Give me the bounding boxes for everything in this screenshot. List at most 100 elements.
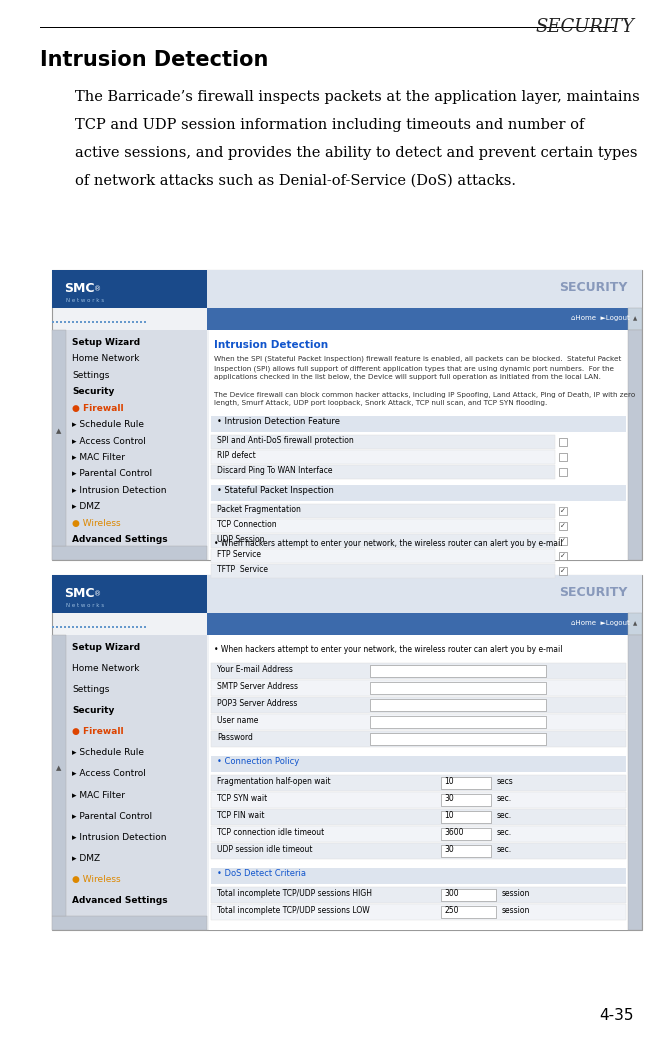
Bar <box>209 635 628 930</box>
Bar <box>559 522 566 530</box>
Bar <box>84 321 86 323</box>
Text: RIP defect: RIP defect <box>217 452 256 460</box>
Bar <box>441 777 491 789</box>
Text: SECURITY: SECURITY <box>559 585 627 599</box>
Text: 4-35: 4-35 <box>600 1008 634 1023</box>
Bar <box>211 485 626 501</box>
Bar <box>559 438 566 446</box>
Bar <box>120 627 122 628</box>
Text: ✓: ✓ <box>560 568 566 574</box>
Text: ®: ® <box>94 591 101 597</box>
Text: sec.: sec. <box>496 810 511 820</box>
Bar <box>559 552 566 560</box>
Bar <box>112 321 114 323</box>
Bar <box>211 680 626 696</box>
Bar <box>68 321 70 323</box>
Text: ● Firewall: ● Firewall <box>72 727 124 736</box>
Bar <box>52 627 54 628</box>
Bar <box>559 468 566 476</box>
Bar <box>370 733 546 745</box>
Text: SECURITY: SECURITY <box>559 281 627 293</box>
Bar <box>60 627 62 628</box>
Bar <box>559 453 566 461</box>
Bar <box>211 534 555 548</box>
Bar <box>128 321 130 323</box>
Text: Home Network: Home Network <box>72 355 139 363</box>
Bar <box>72 627 74 628</box>
Text: Advanced Settings: Advanced Settings <box>72 896 167 905</box>
Bar <box>88 627 90 628</box>
Bar <box>211 756 626 772</box>
Text: ▸ MAC Filter: ▸ MAC Filter <box>72 453 125 462</box>
Bar <box>104 321 106 323</box>
Text: SPI and Anti-DoS firewall protection: SPI and Anti-DoS firewall protection <box>217 436 354 445</box>
Text: of network attacks such as Denial-of-Service (DoS) attacks.: of network attacks such as Denial-of-Ser… <box>75 174 516 188</box>
Bar <box>441 811 491 823</box>
Bar <box>211 465 555 479</box>
Text: Discard Ping To WAN Interface: Discard Ping To WAN Interface <box>217 466 332 476</box>
Text: ▲: ▲ <box>56 766 61 772</box>
Bar <box>370 715 546 728</box>
Text: Settings: Settings <box>72 685 109 695</box>
Bar <box>370 682 546 694</box>
Text: ▸ Intrusion Detection: ▸ Intrusion Detection <box>72 486 167 494</box>
Bar <box>211 697 626 713</box>
Bar <box>92 627 94 628</box>
Text: 300: 300 <box>445 889 459 898</box>
Text: Settings: Settings <box>72 371 109 380</box>
Bar <box>441 845 491 857</box>
Bar <box>52 635 207 930</box>
Text: FTP Service: FTP Service <box>217 550 261 559</box>
Text: ▲: ▲ <box>56 428 61 434</box>
Text: session: session <box>502 889 530 898</box>
Text: Setup Wizard: Setup Wizard <box>72 338 140 347</box>
Text: secs: secs <box>496 777 513 785</box>
Text: Your E-mail Address: Your E-mail Address <box>217 664 293 674</box>
Bar <box>80 627 82 628</box>
Text: Password: Password <box>217 733 253 742</box>
Bar <box>136 627 138 628</box>
Bar <box>211 826 626 842</box>
Bar <box>68 627 70 628</box>
Text: ✓: ✓ <box>560 538 566 544</box>
Text: Intrusion Detection: Intrusion Detection <box>214 340 328 350</box>
Bar <box>76 321 78 323</box>
Text: ● Wireless: ● Wireless <box>72 875 120 883</box>
Text: Security: Security <box>72 706 114 715</box>
Text: session: session <box>502 906 530 915</box>
Text: active sessions, and provides the ability to detect and prevent certain types: active sessions, and provides the abilit… <box>75 146 638 160</box>
Bar <box>441 794 491 806</box>
Text: Intrusion Detection: Intrusion Detection <box>40 50 268 70</box>
Text: ✓: ✓ <box>560 523 566 529</box>
Text: ®: ® <box>94 286 101 292</box>
Bar <box>211 549 555 563</box>
Bar <box>132 321 134 323</box>
Bar <box>116 321 118 323</box>
Text: ▸ MAC Filter: ▸ MAC Filter <box>72 791 125 800</box>
Bar <box>207 575 642 613</box>
Bar <box>628 635 642 930</box>
Bar <box>144 627 146 628</box>
Text: ✓: ✓ <box>560 508 566 514</box>
Bar <box>60 321 62 323</box>
Text: The Barricade’s firewall inspects packets at the application layer, maintains: The Barricade’s firewall inspects packet… <box>75 90 640 104</box>
Text: TCP and UDP session information including timeouts and number of: TCP and UDP session information includin… <box>75 118 585 132</box>
Bar <box>100 321 102 323</box>
Text: 250: 250 <box>445 906 459 915</box>
Bar <box>441 889 496 901</box>
Bar <box>211 904 626 920</box>
Bar <box>84 627 86 628</box>
Text: ⌂Home  ►Logout: ⌂Home ►Logout <box>571 315 630 321</box>
Bar <box>628 308 642 330</box>
Bar <box>52 270 642 560</box>
Bar <box>116 627 118 628</box>
Bar <box>104 627 106 628</box>
Bar <box>136 321 138 323</box>
Text: ▸ Schedule Rule: ▸ Schedule Rule <box>72 420 144 429</box>
Text: sec.: sec. <box>496 845 511 854</box>
Text: When the SPI (Stateful Packet Inspection) firewall feature is enabled, all packe: When the SPI (Stateful Packet Inspection… <box>214 356 621 380</box>
Bar <box>124 627 126 628</box>
Bar <box>211 775 626 791</box>
Bar <box>211 416 626 432</box>
Bar <box>211 450 555 464</box>
